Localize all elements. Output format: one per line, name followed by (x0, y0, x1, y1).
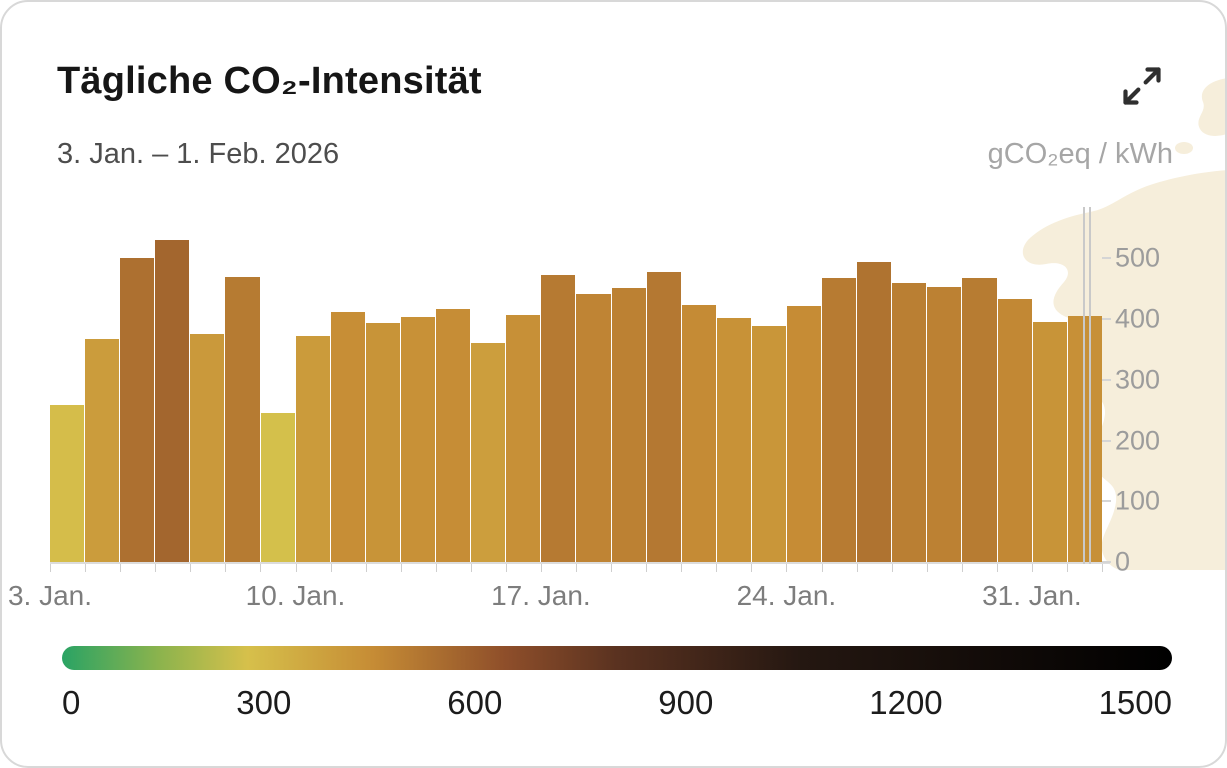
x-tick-label: 10. Jan. (245, 580, 346, 611)
bar-day-21[interactable] (751, 326, 786, 562)
color-scale-tick-900: 900 (658, 684, 714, 721)
bar-day-12[interactable] (436, 309, 471, 562)
x-tick (611, 564, 613, 572)
x-tick-label: 3. Jan. (7, 580, 93, 611)
x-tick (505, 564, 507, 572)
x-tick (821, 564, 823, 572)
y-tick-label: 400 (1115, 303, 1161, 334)
bar-day-7[interactable] (260, 413, 295, 562)
x-tick (891, 564, 893, 572)
x-tick (926, 564, 928, 572)
bar-day-26[interactable] (927, 287, 962, 562)
x-tick (85, 564, 87, 572)
bar-day-14[interactable] (506, 315, 541, 562)
x-tick (330, 564, 332, 572)
bar-day-5[interactable] (190, 334, 225, 562)
x-tick (681, 564, 683, 572)
x-tick (540, 564, 542, 572)
expand-arrows-icon (1120, 64, 1164, 108)
bar-day-22[interactable] (786, 306, 822, 562)
x-tick (225, 564, 227, 572)
bar-day-18[interactable] (646, 272, 681, 562)
y-tick (1102, 378, 1111, 381)
x-tick-label: 17. Jan. (491, 580, 591, 611)
now-marker-line (1082, 207, 1085, 564)
color-scale-tick-0: 0 (62, 684, 81, 721)
y-tick (1102, 257, 1111, 260)
bar-day-6[interactable] (225, 277, 260, 562)
x-tick (400, 564, 402, 572)
x-tick-label: 24. Jan. (736, 580, 837, 611)
x-tick (576, 564, 577, 572)
expand-button[interactable] (1118, 62, 1166, 110)
date-range-label: 3. Jan. – 1. Feb. 2026 (57, 138, 340, 170)
x-tick (716, 564, 718, 572)
unit-label: gCO₂eq / kWh (987, 138, 1173, 170)
x-tick (50, 564, 51, 572)
x-tick (1031, 564, 1033, 572)
bar-day-3[interactable] (120, 258, 155, 562)
x-tick (435, 564, 437, 572)
x-tick (470, 564, 472, 572)
y-tick-label: 300 (1115, 364, 1161, 395)
bar-day-25[interactable] (892, 283, 927, 562)
x-tick (1066, 564, 1068, 572)
x-tick (190, 564, 192, 572)
bar-day-2[interactable] (85, 339, 120, 562)
y-tick (1102, 439, 1111, 442)
x-tick (751, 564, 753, 572)
x-tick (260, 564, 262, 572)
bar-day-20[interactable] (716, 318, 751, 562)
x-tick (120, 564, 122, 572)
bar-day-24[interactable] (857, 262, 892, 562)
x-tick (996, 564, 998, 572)
map-shape-north (1198, 78, 1225, 136)
color-scale-labels: 0 300 600 900 1200 1500 (62, 684, 1172, 722)
y-tick (1102, 500, 1111, 503)
bar-day-27[interactable] (962, 278, 997, 562)
color-scale-tick-1200: 1200 (869, 684, 943, 721)
bar-day-4[interactable] (155, 240, 190, 562)
color-scale-gradient (62, 646, 1172, 670)
x-tick (856, 564, 858, 572)
y-tick (1102, 318, 1111, 321)
bar-day-13[interactable] (471, 343, 506, 562)
page-title: Tägliche CO₂-Intensität (57, 60, 482, 102)
bar-day-9[interactable] (330, 312, 365, 562)
map-shape-island (1175, 142, 1193, 154)
bar-day-16[interactable] (576, 294, 611, 562)
y-tick-label: 100 (1115, 485, 1161, 516)
bar-day-17[interactable] (611, 288, 646, 562)
x-tick (365, 564, 367, 572)
color-scale-tick-600: 600 (447, 684, 503, 721)
bar-day-30[interactable] (1067, 316, 1102, 562)
bars (50, 222, 1102, 562)
bar-day-8[interactable] (295, 336, 330, 562)
bar-day-19[interactable] (681, 305, 716, 562)
y-tick (1102, 561, 1111, 563)
bar-day-29[interactable] (1032, 322, 1067, 562)
bar-day-15[interactable] (541, 275, 576, 562)
y-tick-label: 200 (1115, 425, 1161, 456)
bar-day-28[interactable] (997, 299, 1032, 562)
x-tick (295, 564, 297, 572)
x-tick (646, 564, 648, 572)
bar-day-23[interactable] (822, 278, 857, 562)
y-tick-label: 0 (1115, 546, 1131, 577)
x-tick (1102, 564, 1103, 572)
color-scale-tick-300: 300 (236, 684, 292, 721)
x-tick (961, 564, 963, 572)
x-tick-label: 31. Jan. (982, 580, 1082, 611)
bar-day-10[interactable] (365, 323, 400, 562)
bar-day-11[interactable] (400, 317, 436, 562)
y-tick-label: 500 (1115, 242, 1161, 273)
bar-day-1[interactable] (50, 405, 85, 562)
x-tick (155, 564, 157, 572)
x-tick (786, 564, 788, 572)
color-scale-tick-1500: 1500 (1098, 684, 1172, 721)
x-axis-line (50, 562, 1110, 564)
now-marker-line (1088, 207, 1091, 564)
